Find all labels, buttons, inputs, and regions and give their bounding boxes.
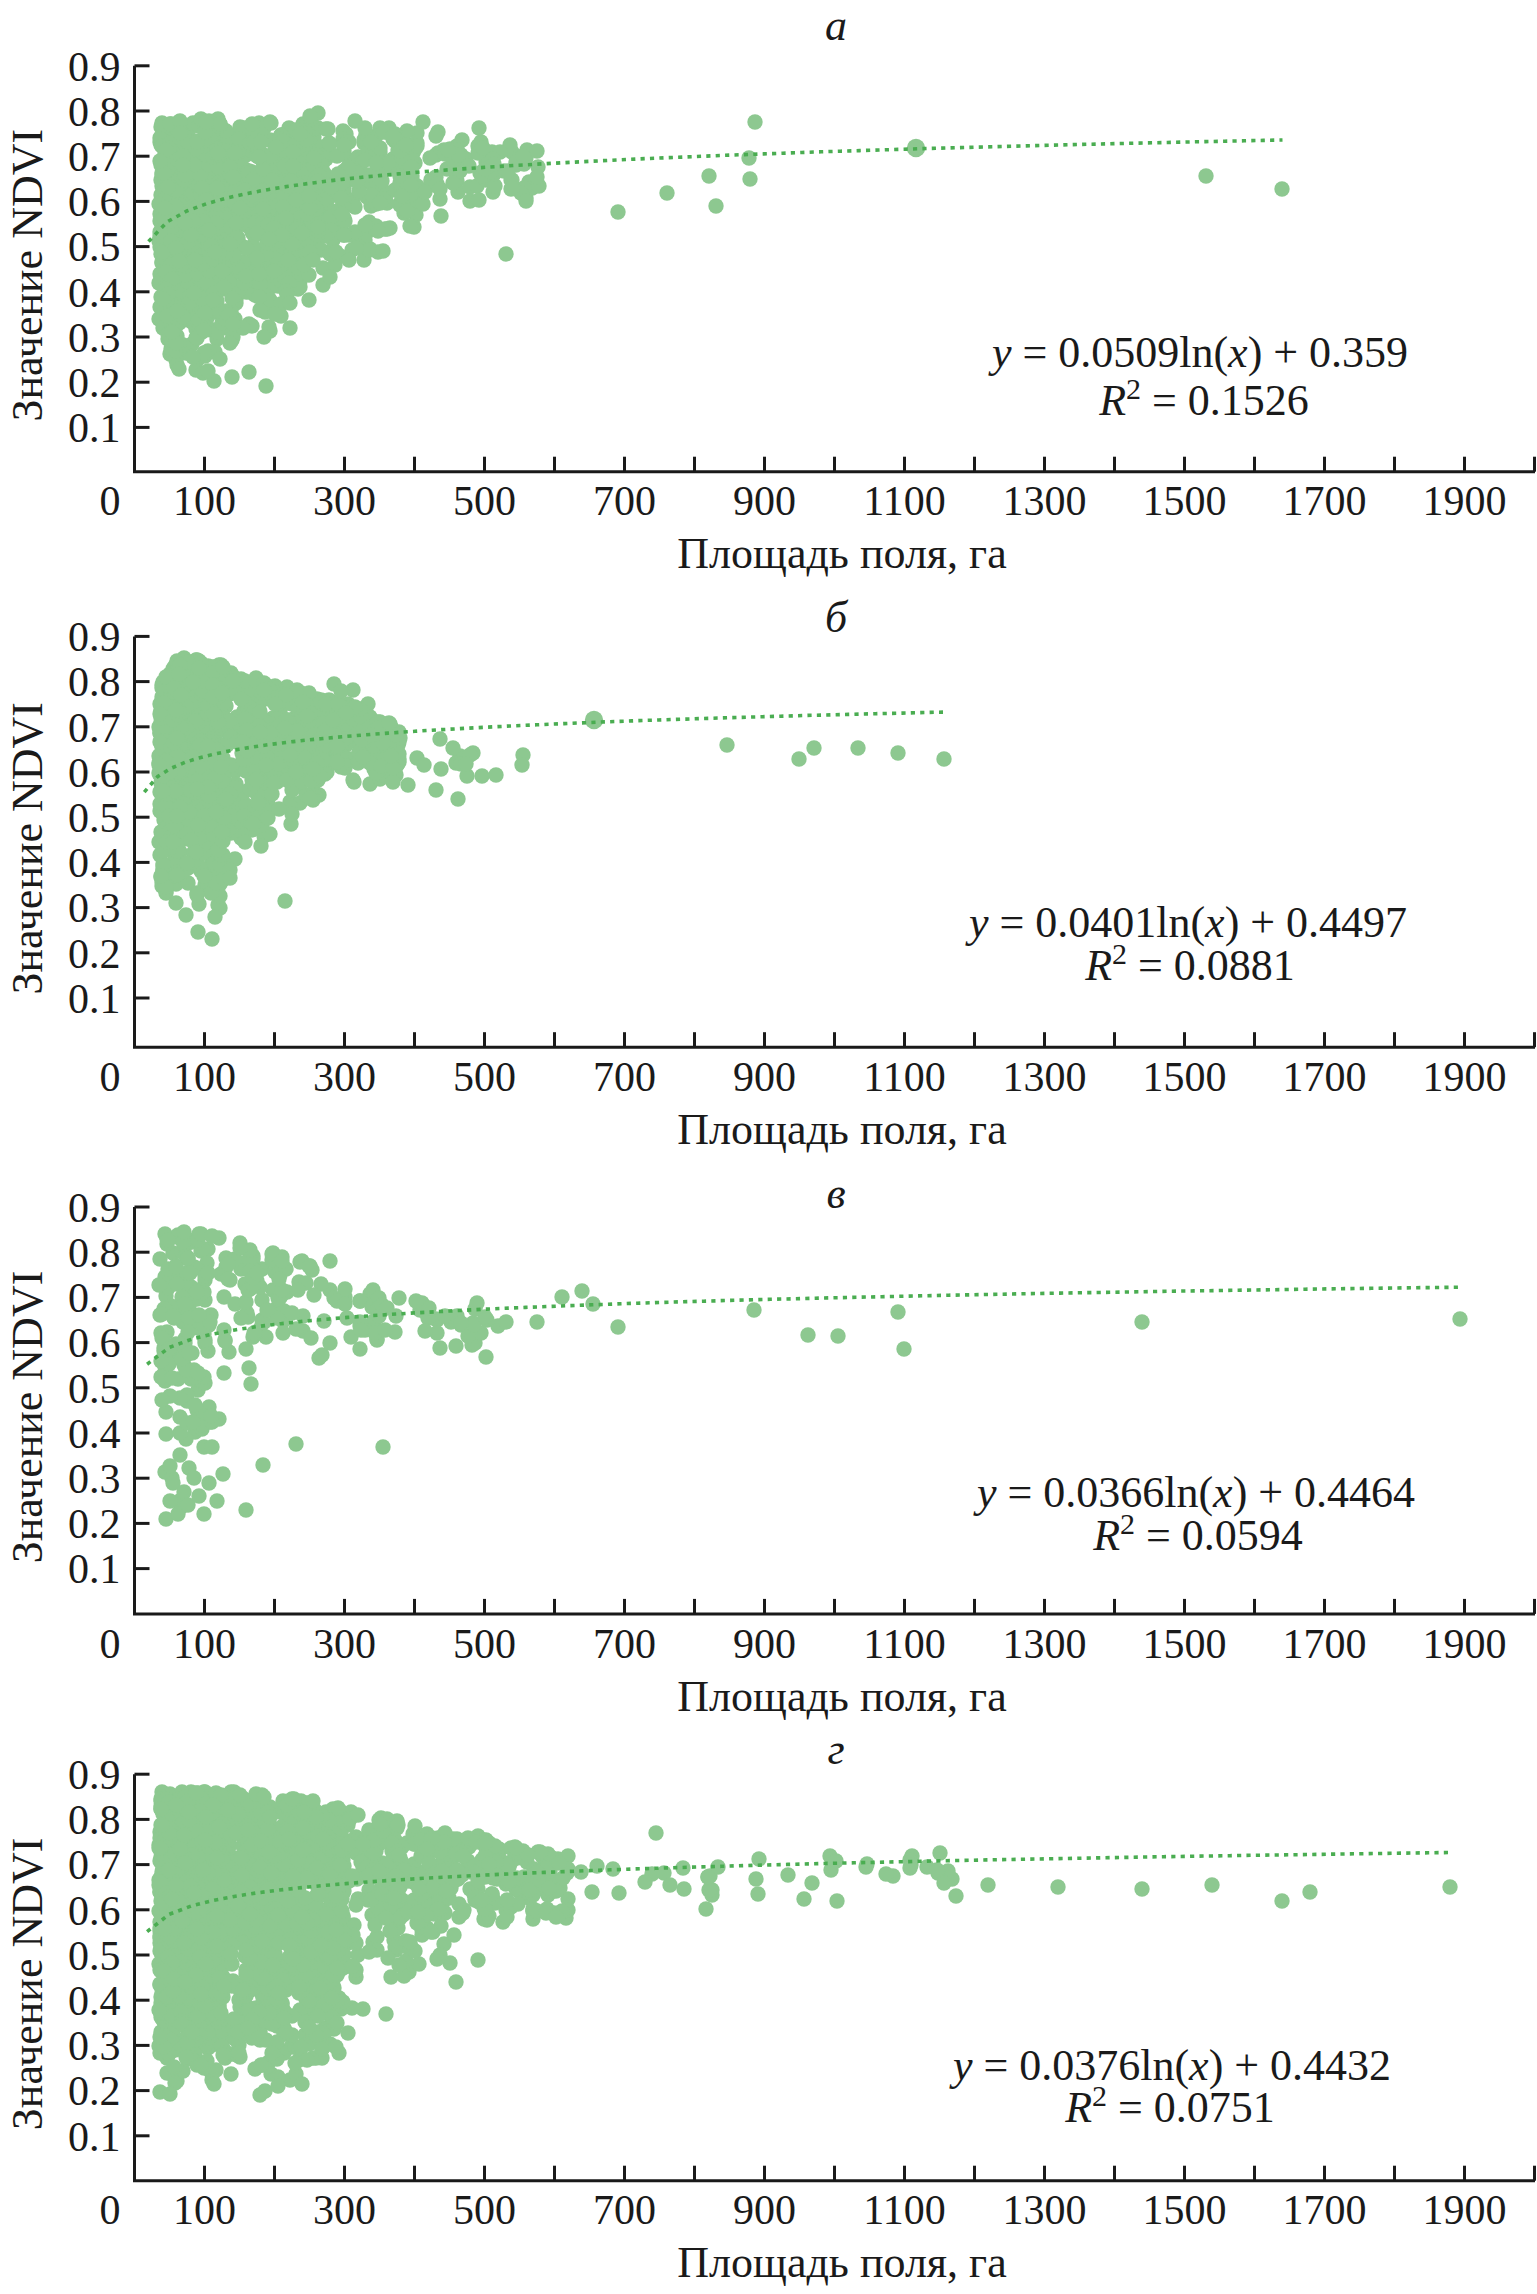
- svg-text:500: 500: [453, 1054, 516, 1100]
- svg-text:0.8: 0.8: [68, 89, 121, 135]
- svg-text:1900: 1900: [1423, 2187, 1507, 2233]
- svg-text:0.6: 0.6: [68, 1320, 121, 1366]
- svg-text:0.4: 0.4: [68, 840, 121, 886]
- svg-text:0.2: 0.2: [68, 1501, 121, 1547]
- svg-text:1700: 1700: [1283, 1621, 1367, 1667]
- svg-text:а: а: [825, 1, 847, 50]
- svg-text:0.3: 0.3: [68, 2023, 121, 2069]
- svg-text:0.1: 0.1: [68, 2114, 121, 2160]
- svg-text:0.6: 0.6: [68, 750, 121, 796]
- svg-text:1100: 1100: [863, 1054, 945, 1100]
- svg-text:Значение NDVI: Значение NDVI: [3, 702, 52, 995]
- svg-text:1100: 1100: [863, 1621, 945, 1667]
- svg-text:Значение NDVI: Значение NDVI: [3, 129, 52, 422]
- svg-text:0.5: 0.5: [68, 224, 121, 270]
- svg-text:100: 100: [173, 1621, 236, 1667]
- svg-text:y = 0.0509ln(x) + 0.359: y = 0.0509ln(x) + 0.359: [988, 328, 1408, 377]
- svg-text:0.5: 0.5: [68, 795, 121, 841]
- svg-text:1900: 1900: [1423, 1621, 1507, 1667]
- svg-text:1100: 1100: [863, 478, 945, 524]
- svg-text:0.8: 0.8: [68, 1230, 121, 1276]
- svg-text:1300: 1300: [1003, 2187, 1087, 2233]
- svg-text:900: 900: [733, 478, 796, 524]
- svg-text:700: 700: [593, 478, 656, 524]
- svg-text:0.9: 0.9: [68, 1752, 121, 1798]
- svg-text:0.6: 0.6: [68, 179, 121, 225]
- svg-text:100: 100: [173, 478, 236, 524]
- svg-text:0.3: 0.3: [68, 885, 121, 931]
- svg-text:0.1: 0.1: [68, 976, 121, 1022]
- svg-text:100: 100: [173, 1054, 236, 1100]
- svg-text:0.9: 0.9: [68, 44, 121, 90]
- svg-text:0.7: 0.7: [68, 1842, 121, 1888]
- svg-text:1700: 1700: [1283, 2187, 1367, 2233]
- svg-text:0.7: 0.7: [68, 134, 121, 180]
- svg-text:y = 0.0401ln(x) + 0.4497: y = 0.0401ln(x) + 0.4497: [965, 898, 1407, 947]
- svg-text:300: 300: [313, 1621, 376, 1667]
- svg-text:0.1: 0.1: [68, 405, 121, 451]
- svg-text:0.4: 0.4: [68, 1411, 121, 1457]
- svg-text:900: 900: [733, 1054, 796, 1100]
- svg-text:0.7: 0.7: [68, 1275, 121, 1321]
- svg-text:1900: 1900: [1423, 1054, 1507, 1100]
- svg-text:0: 0: [100, 2187, 121, 2233]
- svg-text:0.5: 0.5: [68, 1366, 121, 1412]
- svg-text:0.8: 0.8: [68, 659, 121, 705]
- svg-text:1300: 1300: [1003, 1621, 1087, 1667]
- svg-text:1300: 1300: [1003, 478, 1087, 524]
- svg-text:0.2: 0.2: [68, 931, 121, 977]
- svg-text:0.6: 0.6: [68, 1888, 121, 1934]
- svg-text:0.4: 0.4: [68, 1978, 121, 2024]
- svg-text:0.3: 0.3: [68, 1456, 121, 1502]
- svg-text:1700: 1700: [1283, 478, 1367, 524]
- svg-text:б: б: [825, 593, 849, 642]
- svg-text:500: 500: [453, 2187, 516, 2233]
- svg-text:1500: 1500: [1143, 1054, 1227, 1100]
- svg-text:1300: 1300: [1003, 1054, 1087, 1100]
- svg-text:700: 700: [593, 1621, 656, 1667]
- svg-text:Площадь поля, га: Площадь поля, га: [677, 1672, 1006, 1721]
- svg-text:0.4: 0.4: [68, 270, 121, 316]
- svg-text:300: 300: [313, 478, 376, 524]
- svg-text:1700: 1700: [1283, 1054, 1367, 1100]
- svg-text:г: г: [827, 1725, 844, 1774]
- svg-text:500: 500: [453, 1621, 516, 1667]
- svg-text:Значение NDVI: Значение NDVI: [3, 1271, 52, 1564]
- svg-text:0.7: 0.7: [68, 705, 121, 751]
- svg-text:в: в: [826, 1169, 845, 1218]
- svg-text:1500: 1500: [1143, 2187, 1227, 2233]
- svg-text:1900: 1900: [1423, 478, 1507, 524]
- svg-text:0: 0: [100, 478, 121, 524]
- svg-text:700: 700: [593, 1054, 656, 1100]
- svg-text:700: 700: [593, 2187, 656, 2233]
- svg-text:500: 500: [453, 478, 516, 524]
- svg-text:0: 0: [100, 1621, 121, 1667]
- svg-text:Площадь поля, га: Площадь поля, га: [677, 1105, 1006, 1154]
- svg-text:0.5: 0.5: [68, 1933, 121, 1979]
- svg-text:Площадь поля, га: Площадь поля, га: [677, 529, 1006, 578]
- svg-text:1100: 1100: [863, 2187, 945, 2233]
- svg-text:0.9: 0.9: [68, 1185, 121, 1231]
- svg-text:900: 900: [733, 1621, 796, 1667]
- svg-text:0.2: 0.2: [68, 360, 121, 406]
- svg-text:y = 0.0366ln(x) + 0.4464: y = 0.0366ln(x) + 0.4464: [973, 1468, 1415, 1517]
- svg-text:300: 300: [313, 1054, 376, 1100]
- svg-text:300: 300: [313, 2187, 376, 2233]
- svg-text:0.3: 0.3: [68, 315, 121, 361]
- svg-text:0.9: 0.9: [68, 614, 121, 660]
- svg-text:1500: 1500: [1143, 1621, 1227, 1667]
- svg-text:Площадь поля, га: Площадь поля, га: [677, 2238, 1006, 2287]
- svg-text:100: 100: [173, 2187, 236, 2233]
- svg-text:0.8: 0.8: [68, 1797, 121, 1843]
- svg-text:0.1: 0.1: [68, 1546, 121, 1592]
- svg-text:0: 0: [100, 1054, 121, 1100]
- svg-text:1500: 1500: [1143, 478, 1227, 524]
- svg-text:0.2: 0.2: [68, 2068, 121, 2114]
- svg-text:900: 900: [733, 2187, 796, 2233]
- svg-text:Значение NDVI: Значение NDVI: [3, 1838, 52, 2131]
